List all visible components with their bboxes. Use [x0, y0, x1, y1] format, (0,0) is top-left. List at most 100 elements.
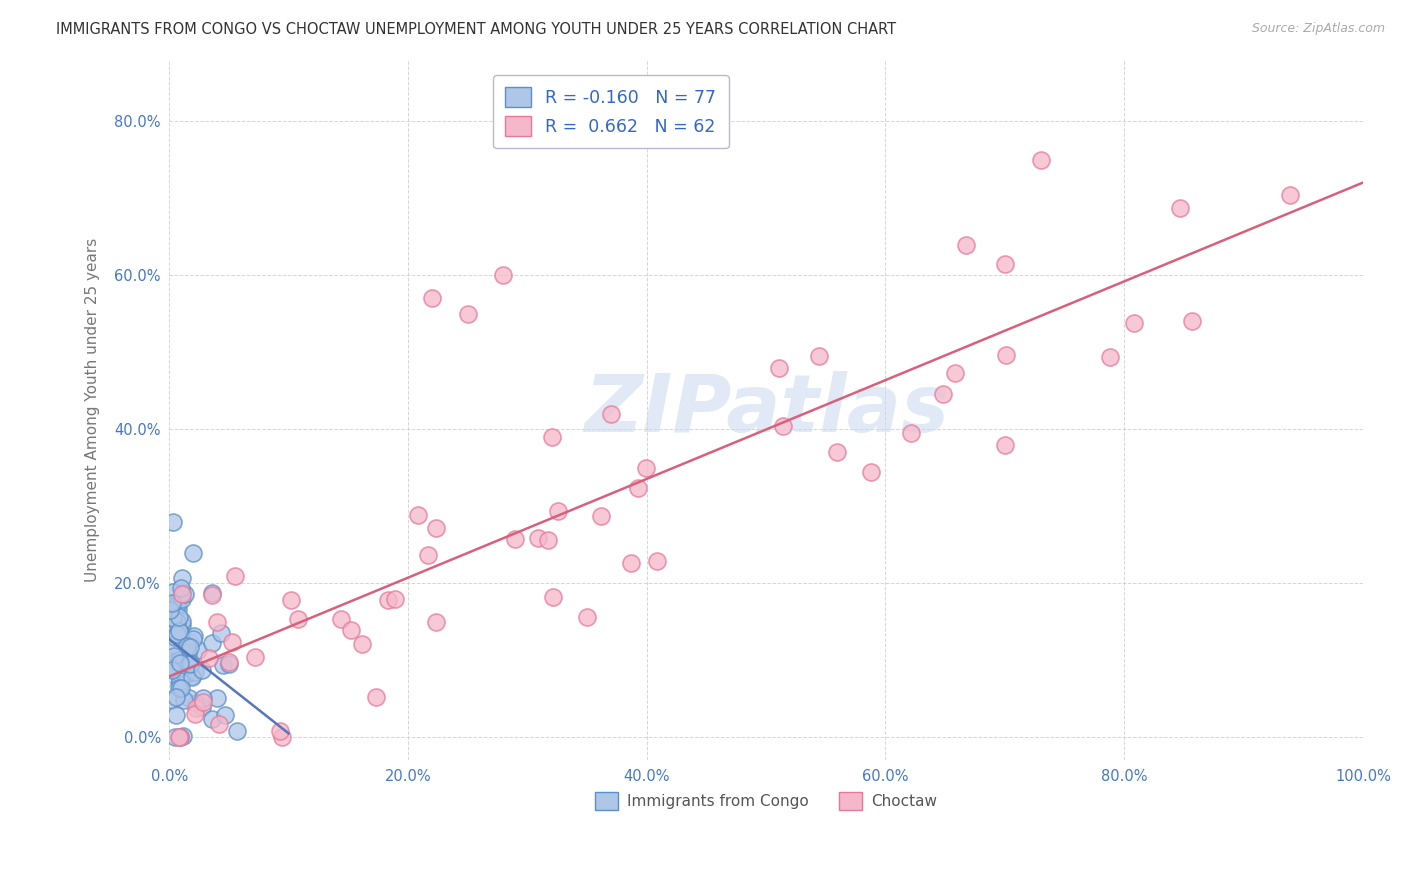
Point — [221, 635, 243, 649]
Point — [163, 630, 186, 644]
Point — [184, 665, 207, 679]
Point — [350, 637, 373, 651]
Point — [183, 629, 205, 643]
Point — [214, 707, 236, 722]
Point — [201, 586, 224, 600]
Point — [527, 531, 550, 545]
Point — [162, 610, 184, 624]
Point — [172, 571, 194, 585]
Point — [537, 533, 560, 548]
Point — [541, 429, 564, 443]
Text: ZIPatlas: ZIPatlas — [583, 371, 949, 449]
Point — [339, 623, 361, 637]
Point — [162, 638, 184, 652]
Point — [162, 515, 184, 529]
Point — [425, 615, 447, 629]
Point — [167, 624, 190, 639]
Point — [169, 681, 191, 695]
Text: Source: ZipAtlas.com: Source: ZipAtlas.com — [1251, 22, 1385, 36]
Point — [599, 407, 621, 421]
Point — [245, 650, 267, 665]
Point — [408, 508, 430, 523]
Point — [457, 307, 479, 321]
Point — [170, 581, 193, 595]
Point — [172, 592, 194, 607]
Point — [180, 657, 202, 671]
Point — [159, 603, 181, 617]
Point — [287, 612, 309, 626]
Point — [173, 692, 195, 706]
Point — [183, 632, 205, 646]
Point — [1278, 188, 1301, 202]
Point — [198, 650, 221, 665]
Point — [160, 596, 183, 610]
Point — [860, 466, 883, 480]
Point — [166, 598, 188, 612]
Point — [269, 723, 291, 738]
Point — [201, 636, 224, 650]
Point — [187, 643, 209, 657]
Point — [543, 590, 565, 604]
Point — [1170, 202, 1192, 216]
Point — [209, 626, 232, 640]
Point — [218, 657, 240, 672]
Point — [159, 621, 181, 635]
Point — [271, 731, 294, 745]
Point — [174, 587, 197, 601]
Point — [547, 504, 569, 518]
Legend: Immigrants from Congo, Choctaw: Immigrants from Congo, Choctaw — [589, 786, 943, 816]
Point — [179, 634, 201, 648]
Point — [177, 690, 200, 705]
Point — [167, 731, 190, 745]
Point — [183, 546, 205, 560]
Point — [900, 425, 922, 440]
Point — [280, 593, 302, 607]
Point — [224, 569, 246, 583]
Point — [176, 639, 198, 653]
Point — [160, 660, 183, 674]
Point — [181, 669, 204, 683]
Point — [165, 690, 187, 704]
Point — [172, 587, 194, 601]
Point — [377, 592, 399, 607]
Text: IMMIGRANTS FROM CONGO VS CHOCTAW UNEMPLOYMENT AMONG YOUTH UNDER 25 YEARS CORRELA: IMMIGRANTS FROM CONGO VS CHOCTAW UNEMPLO… — [56, 22, 897, 37]
Point — [169, 648, 191, 662]
Point — [768, 360, 790, 375]
Point — [170, 618, 193, 632]
Point — [620, 556, 643, 570]
Point — [994, 437, 1017, 451]
Point — [167, 653, 190, 667]
Point — [190, 700, 212, 714]
Y-axis label: Unemployment Among Youth under 25 years: Unemployment Among Youth under 25 years — [86, 238, 100, 582]
Point — [159, 615, 181, 629]
Point — [200, 712, 222, 726]
Point — [160, 663, 183, 677]
Point — [994, 348, 1017, 362]
Point — [166, 615, 188, 630]
Point — [205, 615, 228, 629]
Point — [1029, 153, 1052, 167]
Point — [162, 584, 184, 599]
Point — [191, 695, 214, 709]
Point — [384, 591, 406, 606]
Point — [191, 691, 214, 706]
Point — [492, 268, 515, 283]
Point — [425, 521, 447, 535]
Point — [177, 646, 200, 660]
Point — [172, 729, 194, 743]
Point — [172, 614, 194, 628]
Point — [772, 418, 794, 433]
Point — [174, 667, 197, 681]
Point — [169, 731, 191, 745]
Point — [184, 701, 207, 715]
Point — [364, 690, 387, 704]
Point — [179, 657, 201, 671]
Point — [589, 508, 612, 523]
Point — [166, 662, 188, 676]
Point — [166, 602, 188, 616]
Point — [645, 554, 668, 568]
Point — [163, 598, 186, 612]
Point — [167, 681, 190, 695]
Point — [575, 610, 598, 624]
Point — [170, 585, 193, 599]
